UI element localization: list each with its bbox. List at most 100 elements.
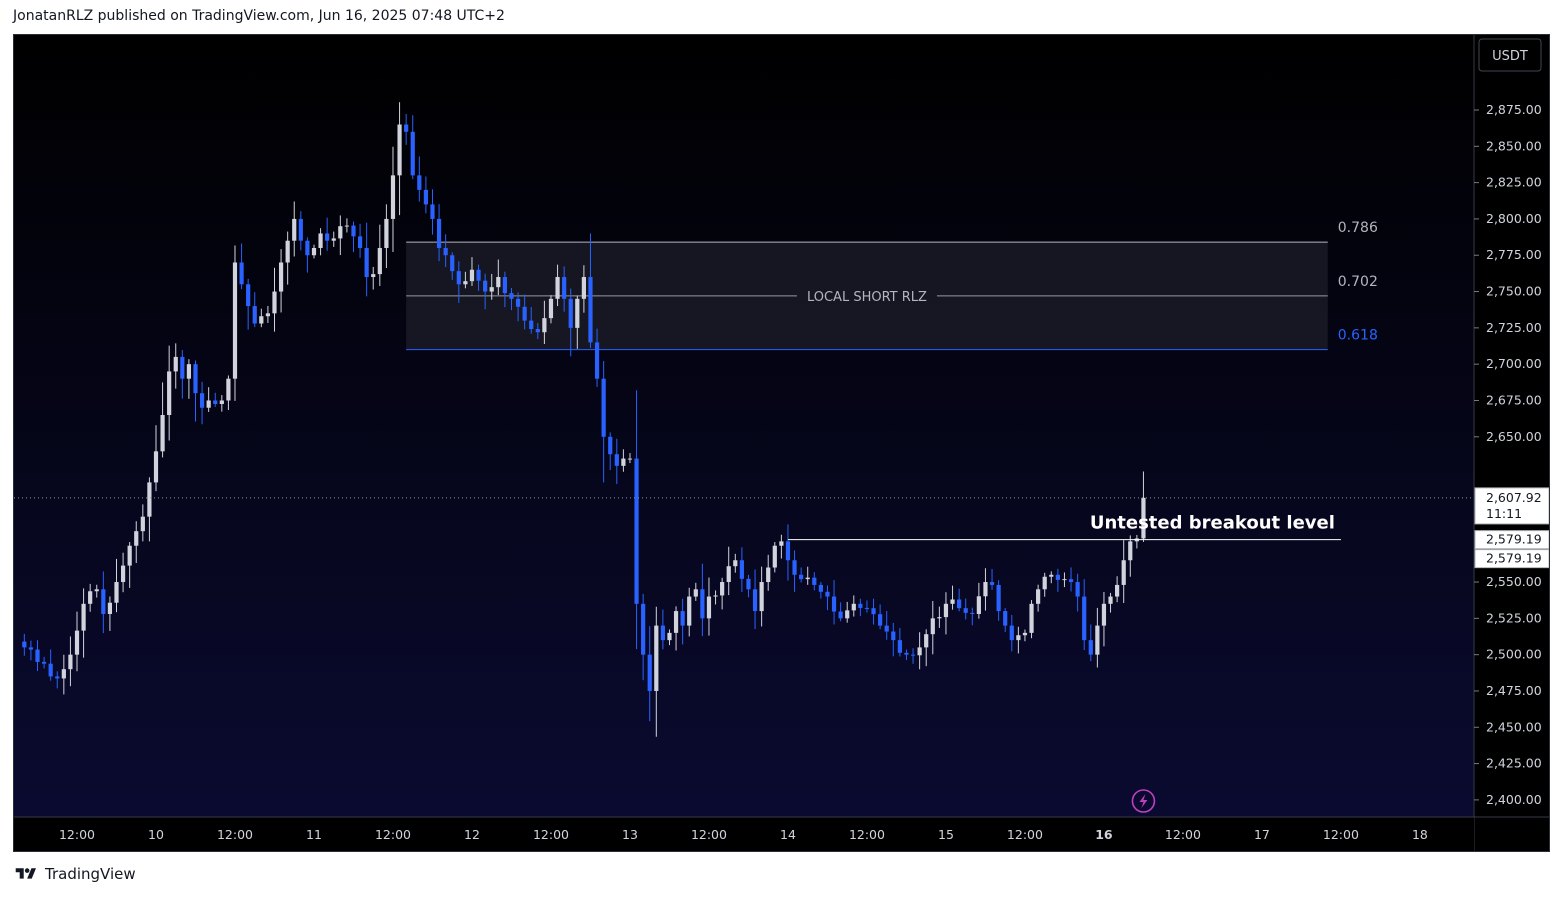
candle [522, 294, 527, 330]
candle-body [1029, 603, 1034, 633]
breakout-price-tag-label: 2,579.19 [1486, 551, 1542, 566]
candle-body [120, 565, 126, 583]
candle [384, 204, 389, 268]
candle-body [371, 274, 376, 278]
candle [897, 627, 902, 657]
time-tick-label: 18 [1412, 827, 1428, 842]
price-tick-label: 2,650.00 [1486, 429, 1542, 444]
candle-body [1115, 584, 1120, 597]
chart-background [14, 35, 1549, 851]
candle [226, 375, 231, 411]
candle [1101, 591, 1107, 647]
candle-body [134, 531, 139, 546]
candle-body [673, 611, 679, 633]
candle [871, 598, 876, 625]
candle-body [687, 596, 692, 626]
lightning-icon [1131, 789, 1156, 813]
candle [246, 278, 251, 330]
candlestick-chart[interactable]: LOCAL SHORT RLZ 0.786 0.702 0.618 Untested … [14, 35, 1550, 852]
candle-body [739, 560, 744, 579]
lightning-icon-bolt [1139, 794, 1148, 808]
candle [186, 359, 192, 399]
price-tick-label: 2,725.00 [1486, 320, 1542, 335]
candle-body [693, 589, 698, 597]
candle [515, 292, 521, 322]
candle [140, 504, 145, 542]
candle-body [779, 541, 784, 546]
candle-body [127, 545, 132, 566]
time-tick-label: 14 [780, 827, 796, 842]
candle-body [344, 225, 350, 227]
candle [1003, 608, 1008, 633]
time-tick-label: 10 [148, 827, 164, 842]
candle [371, 266, 376, 290]
time-tick-label: 16 [1095, 827, 1113, 842]
candle-body [799, 574, 804, 580]
candle-body [1068, 579, 1074, 583]
candle-body [878, 614, 883, 626]
candle [456, 261, 461, 303]
candle-body [660, 625, 665, 641]
candle-body [910, 654, 916, 656]
chart-frame[interactable]: LOCAL SHORT RLZ 0.786 0.702 0.618 Untested … [13, 34, 1550, 852]
candle [265, 305, 271, 323]
fib-level-label: 0.786 [1338, 220, 1378, 236]
candle [838, 602, 843, 622]
candle-body [351, 225, 356, 237]
candle [825, 585, 830, 611]
candle-body [1075, 582, 1080, 597]
price-tick-label: 2,450.00 [1486, 719, 1542, 734]
candle-body [430, 204, 435, 219]
candle [443, 234, 448, 267]
candle-body [950, 599, 955, 604]
candle [272, 267, 277, 332]
time-tick-label: 12:00 [533, 827, 569, 842]
candle [799, 567, 804, 583]
candle [1009, 614, 1014, 652]
price-tick-label: 2,700.00 [1486, 356, 1542, 371]
candle-body [1016, 635, 1021, 641]
candle-body [937, 617, 942, 619]
candle-body [423, 189, 428, 205]
candle [68, 636, 73, 687]
candle [785, 524, 791, 581]
time-tick-label: 12:00 [691, 827, 727, 842]
candle-body [1141, 497, 1146, 539]
candle-body [476, 269, 481, 281]
candle [555, 264, 560, 307]
price-tick-label: 2,750.00 [1486, 284, 1542, 299]
candle-body [88, 591, 93, 604]
candle-body [562, 277, 567, 299]
candle-body [1003, 611, 1008, 626]
candle-body [160, 415, 165, 452]
candle [706, 577, 712, 636]
candle-body [581, 277, 586, 299]
candle [739, 547, 744, 593]
candle-body [61, 669, 66, 679]
candle [298, 211, 303, 251]
candle-body [101, 589, 106, 614]
candle-body [265, 313, 271, 317]
candle [1055, 568, 1060, 592]
overlay-layer: Untested breakout level [14, 497, 1474, 813]
time-tick-label: 12:00 [375, 827, 411, 842]
candle-body [864, 607, 870, 609]
candle-body [22, 641, 27, 648]
candle [548, 295, 554, 324]
candle [344, 218, 350, 233]
candle [285, 231, 290, 285]
candle [1016, 626, 1021, 654]
candle-body [943, 603, 949, 618]
time-tick-label: 12:00 [217, 827, 253, 842]
candle [1108, 592, 1113, 613]
candle [357, 223, 363, 258]
candle [641, 593, 646, 681]
candle-body [733, 560, 738, 567]
candle [726, 546, 731, 596]
candle-body [752, 589, 758, 612]
candle [410, 115, 415, 180]
breakout-price-tag: 2,579.19 [1474, 530, 1549, 550]
candle-body [970, 612, 975, 614]
candle [1042, 572, 1047, 597]
candle-body [568, 298, 573, 328]
